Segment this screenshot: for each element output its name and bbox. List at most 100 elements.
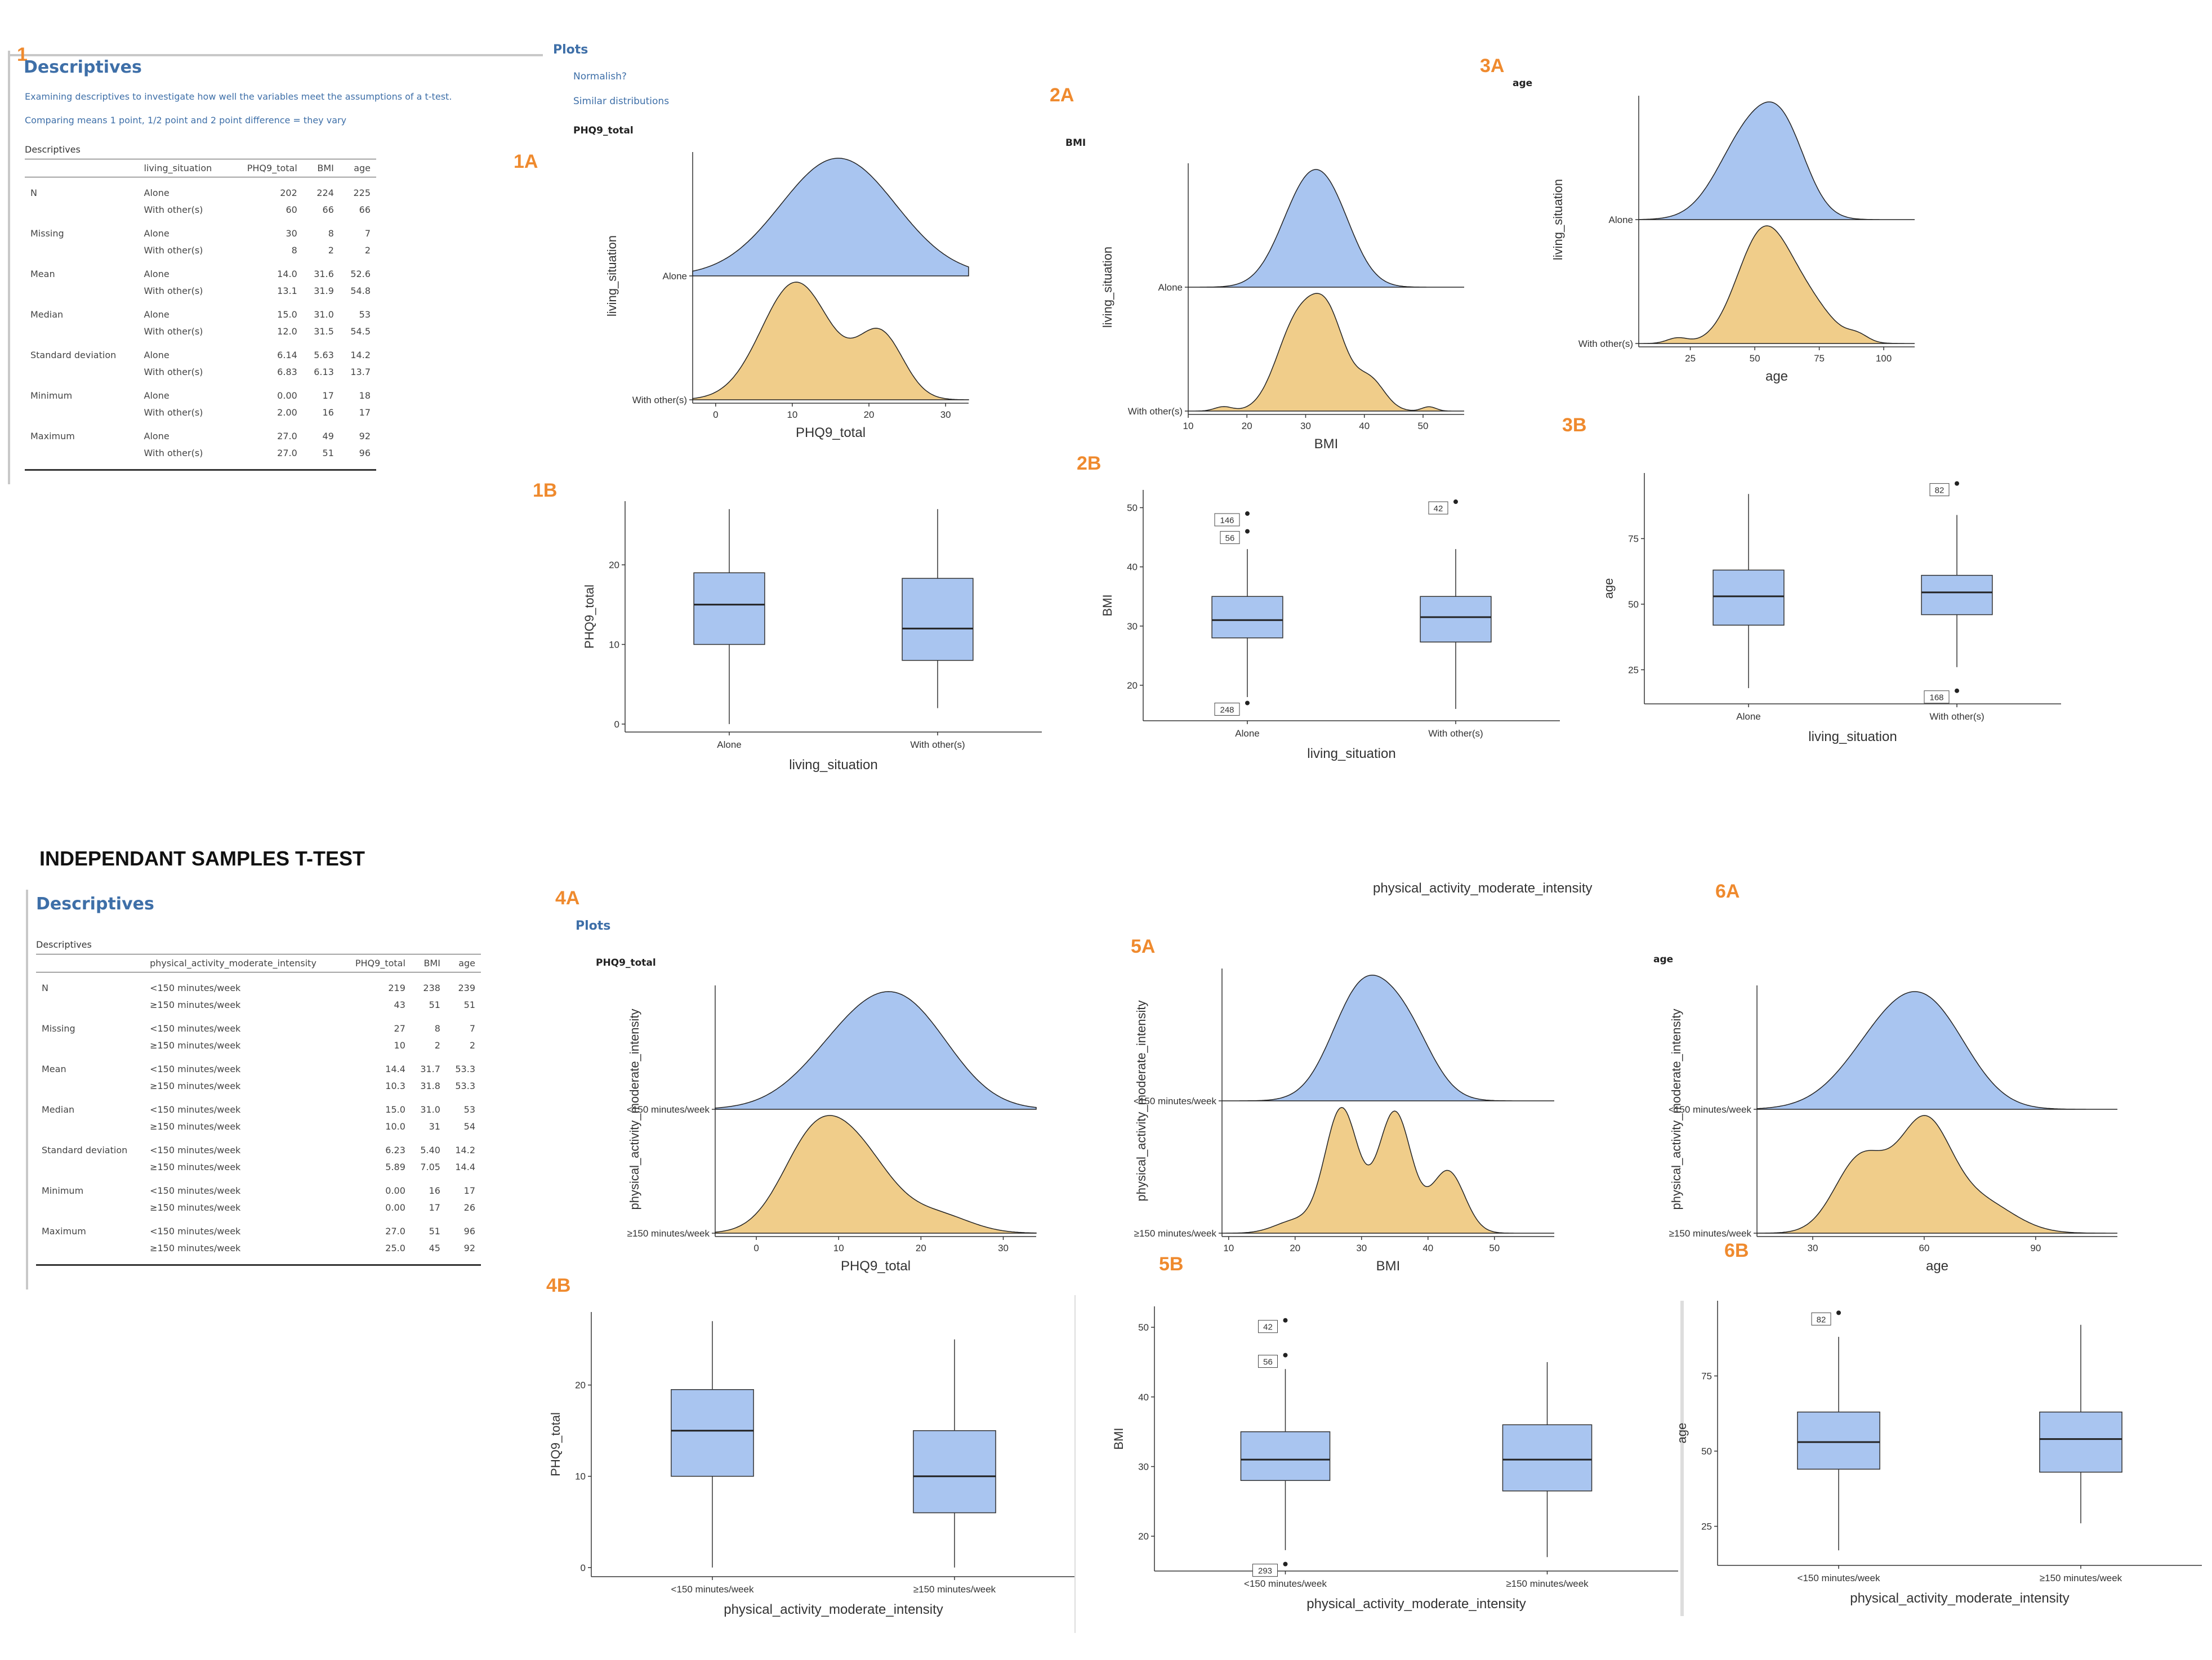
x-tick-label: With other(s) [1929, 711, 1984, 722]
table-cell: 51 [429, 999, 440, 1010]
table-cell: 14.2 [455, 1144, 475, 1155]
table-header-cell: PHQ9_total [342, 954, 411, 972]
table-cell: 27.0 [385, 1225, 405, 1237]
table-cell [25, 363, 139, 380]
table-cell: ≥150 minutes/week [150, 999, 241, 1010]
chart-4A: <150 minutes/week ≥150 minutes/week 0 10 20 3… [627, 985, 1037, 1274]
table-row: ≥150 minutes/week 25.0 45 92 [36, 1239, 481, 1266]
x-tick-label: With other(s) [1428, 728, 1483, 739]
y-tick-label: With other(s) [1128, 406, 1183, 417]
table-row: ≥150 minutes/week 10 2 2 [36, 1037, 481, 1054]
panel-label-3B: 3B [1562, 414, 1587, 436]
x-tick-label: Alone [717, 739, 741, 750]
panel-label-6B: 6B [1724, 1240, 1749, 1261]
table-row: With other(s) 6.83 6.13 13.7 [25, 363, 376, 380]
table-cell: 17 [359, 407, 371, 418]
chart-1A-container: Alone With other(s) 0 10 20 30 PHQ9_total livin… [597, 146, 980, 450]
outlier-point [1245, 529, 1250, 534]
table-cell: 18 [359, 390, 371, 401]
chart-3A: Alone With other(s) 25 50 75 100 age living_sit… [1551, 96, 1915, 384]
panel-left-border [8, 51, 10, 484]
x-tick-label: ≥150 minutes/week [2040, 1573, 2122, 1583]
x-tick-label: 10 [1223, 1243, 1234, 1253]
table-cell: 92 [445, 1239, 481, 1266]
outlier-point [1453, 499, 1458, 505]
y-tick-label: <150 minutes/week [1669, 1104, 1751, 1115]
outlier-label-box [1428, 501, 1448, 515]
chart-5B-container: 20 30 40 50 <150 minutes/week ≥150 minutes/we… [1104, 1295, 1684, 1622]
outlier-point [1283, 1318, 1288, 1323]
table-cell: Standard deviation [42, 1144, 128, 1155]
y-tick-label: 50 [1701, 1446, 1712, 1457]
y-tick-label: 40 [1127, 562, 1138, 573]
y-axis-label: age [1675, 1423, 1689, 1444]
table-cell: 53 [359, 309, 371, 320]
table-cell: 53.3 [455, 1080, 475, 1091]
table-cell: 2.00 [277, 407, 297, 418]
outlier-point [1283, 1353, 1288, 1358]
x-axis-label: physical_activity_moderate_intensity [1850, 1591, 2070, 1606]
table-cell: 6.13 [314, 366, 334, 377]
density-group1 [1756, 991, 2117, 1110]
table-cell [36, 1037, 144, 1054]
x-tick-label: 75 [1814, 353, 1825, 364]
table-header-cell [25, 159, 139, 177]
table-cell [25, 404, 139, 421]
x-axis-label: living_situation [1808, 729, 1897, 744]
density-group2 [1639, 225, 1915, 344]
plots-heading-2[interactable]: Plots [576, 919, 611, 933]
x-axis-label: age [1765, 369, 1788, 384]
table-header-cell: PHQ9_total [231, 159, 303, 177]
table-cell: With other(s) [144, 244, 203, 256]
box-iqr [671, 1389, 754, 1477]
table-cell: 239 [458, 982, 475, 993]
box-iqr [1502, 1424, 1593, 1492]
table-cell: With other(s) [144, 366, 203, 377]
table-cell: 225 [353, 187, 371, 198]
table-header-cell: physical_activity_moderate_intensity [144, 954, 343, 972]
table-cell: Alone [144, 227, 170, 239]
plots-link-similar-distributions[interactable]: Similar distributions [573, 96, 670, 107]
table-cell: 51 [463, 999, 475, 1010]
x-tick-label: <150 minutes/week [1798, 1573, 1880, 1583]
chart-3B-container: 25 50 75 Alone With other(s) 82 168 living_situ… [1594, 462, 2067, 755]
table-header-cell [36, 954, 145, 972]
table-caption: Descriptives [25, 144, 81, 155]
table-row: Mean Alone 14.0 31.6 52.6 [25, 258, 376, 282]
chart-2B: 20 30 40 50 Alone With other(s) 146 56 248 42 livi… [1100, 490, 1560, 761]
table-cell: 25.0 [342, 1239, 411, 1266]
table-cell: ≥150 minutes/week [150, 1121, 241, 1132]
table-cell: Median [30, 309, 64, 320]
box-iqr [902, 578, 974, 661]
table-cell: 27.0 [231, 444, 303, 471]
table-cell: 14.2 [350, 349, 371, 360]
plots-link-normalish[interactable]: Normalish? [573, 71, 627, 82]
x-tick-label: 50 [1489, 1243, 1500, 1253]
x-tick-label: 30 [1300, 421, 1311, 431]
table-cell: 10 [394, 1039, 405, 1051]
chart-3A-container: Alone With other(s) 25 50 75 100 age living_sit… [1543, 90, 1926, 394]
descriptives-note-1: Examining descriptives to investigate ho… [25, 91, 452, 102]
table-cell: Mean [42, 1063, 66, 1074]
y-axis-label: living_situation [1100, 247, 1114, 328]
descriptives-note-2: Comparing means 1 point, 1/2 point and 2… [25, 115, 347, 126]
x-axis-label: living_situation [789, 757, 877, 773]
table-cell: <150 minutes/week [150, 1144, 241, 1155]
table-cell: 54.5 [350, 325, 371, 337]
y-tick-label: ≥150 minutes/week [1134, 1228, 1217, 1239]
box-iqr [2039, 1411, 2122, 1473]
box-iqr [1240, 1431, 1331, 1481]
table-cell: Minimum [42, 1185, 84, 1196]
table-cell [36, 1077, 144, 1094]
y-tick-label: 20 [1138, 1531, 1149, 1542]
density-group2 [1222, 1107, 1554, 1234]
density-group2 [715, 1115, 1037, 1234]
table-cell: 27 [394, 1023, 405, 1034]
plots-heading[interactable]: Plots [553, 43, 588, 57]
descriptives-table-activity: physical_activity_moderate_intensity PHQ9… [36, 954, 481, 1266]
x-axis-label: age [1926, 1259, 1948, 1274]
box-iqr [693, 572, 765, 645]
table-cell: With other(s) [144, 407, 203, 418]
table-cell: 224 [316, 187, 334, 198]
x-axis-label: living_situation [1307, 746, 1395, 761]
